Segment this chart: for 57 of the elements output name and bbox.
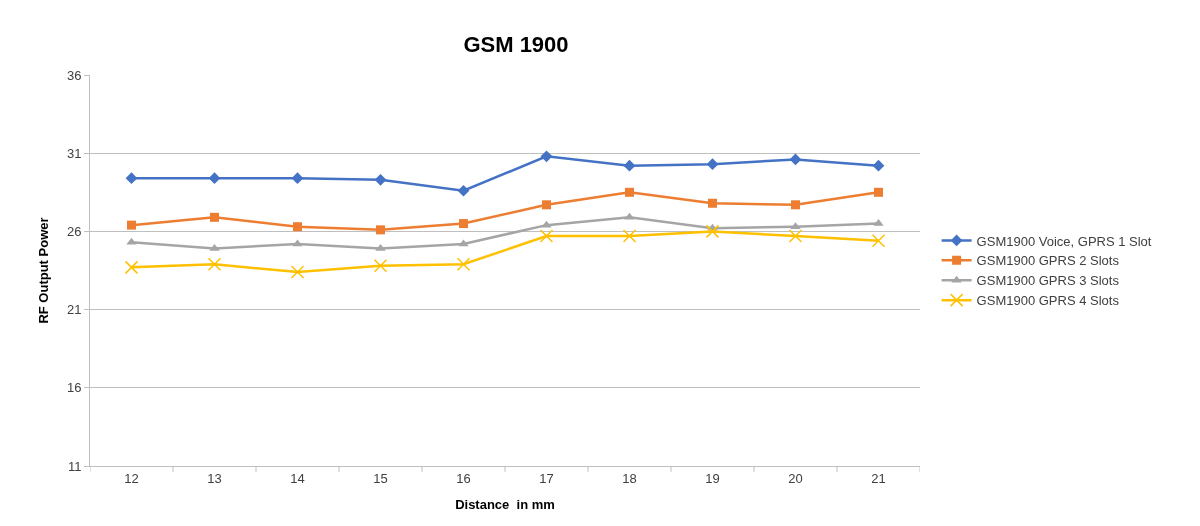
point (542, 200, 551, 210)
point (871, 234, 886, 248)
chart-title: GSM 1900 (463, 32, 569, 58)
x-tick-label: 15 (373, 470, 388, 486)
point (459, 219, 468, 229)
x-tick-label: 20 (788, 470, 803, 486)
point (373, 259, 388, 273)
x-tick-label: 13 (207, 470, 222, 486)
point (291, 172, 304, 185)
point (293, 222, 302, 232)
point (458, 239, 469, 247)
point (208, 172, 221, 185)
point (705, 224, 720, 239)
y-tick-label: 36 (66, 67, 82, 83)
legend-label: GSM1900 GPRS 3 Slots (976, 273, 1120, 289)
x-tick-label: 19 (705, 470, 720, 486)
legend-label: GSM1900 GPRS 4 Slots (976, 293, 1120, 309)
point (374, 173, 387, 186)
point (126, 237, 137, 245)
point (457, 184, 470, 197)
point (125, 172, 138, 185)
y-tick-label: 16 (66, 380, 82, 396)
point (127, 220, 136, 230)
point (124, 260, 139, 275)
point (624, 212, 635, 220)
legend-label: GSM1900 GPRS 2 Slots (976, 253, 1120, 269)
point (622, 229, 637, 243)
y-tick-label: 11 (67, 458, 82, 474)
point (789, 153, 802, 166)
point (292, 239, 303, 247)
point (210, 212, 219, 222)
point (290, 265, 305, 279)
point (872, 159, 885, 172)
point (207, 257, 222, 271)
point (540, 150, 553, 163)
y-tick-label: 31 (66, 145, 82, 161)
x-tick-label: 18 (622, 470, 637, 486)
y-tick-label: 21 (66, 302, 82, 318)
x-tick-label: 12 (124, 470, 139, 486)
point (874, 187, 883, 197)
point (706, 158, 719, 170)
point (623, 159, 636, 172)
point (791, 200, 800, 210)
x-tick-label: 14 (290, 470, 305, 486)
point (539, 229, 554, 243)
x-tick-label: 21 (871, 470, 886, 486)
x-tick-label: 17 (539, 470, 554, 486)
point (456, 257, 471, 271)
x-axis-title: Distance in mm (455, 497, 555, 513)
point (376, 225, 385, 235)
point (625, 187, 634, 197)
point (708, 198, 717, 208)
y-tick-label: 26 (66, 223, 82, 239)
x-tick-label: 16 (456, 470, 471, 486)
point (788, 229, 803, 243)
legend-label: GSM1900 Voice, GPRS 1 Slot (976, 233, 1152, 249)
y-axis-title: RF Output Power (35, 217, 51, 324)
